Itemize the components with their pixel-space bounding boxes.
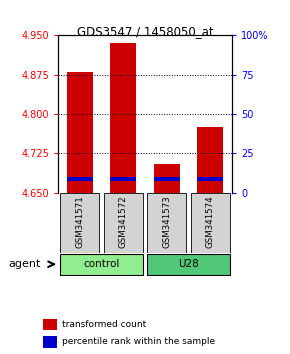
Text: transformed count: transformed count (62, 320, 146, 329)
Text: control: control (83, 259, 120, 269)
Bar (197, 177, 223, 181)
Bar (43, 319, 57, 330)
Bar (67, 177, 93, 181)
Bar (110, 43, 136, 193)
Bar (154, 164, 180, 193)
Text: GSM341572: GSM341572 (119, 195, 128, 248)
Text: GSM341573: GSM341573 (162, 195, 171, 248)
FancyBboxPatch shape (191, 193, 230, 253)
FancyBboxPatch shape (60, 193, 99, 253)
Text: GSM341574: GSM341574 (206, 195, 215, 248)
Bar (67, 72, 93, 193)
Text: GSM341571: GSM341571 (75, 195, 84, 248)
Text: GDS3547 / 1458050_at: GDS3547 / 1458050_at (77, 25, 213, 38)
Text: U28: U28 (178, 259, 199, 269)
Bar (197, 127, 223, 193)
FancyBboxPatch shape (147, 193, 186, 253)
Bar (43, 336, 57, 348)
Text: agent: agent (8, 259, 41, 269)
Bar (110, 177, 136, 181)
Text: percentile rank within the sample: percentile rank within the sample (62, 337, 215, 347)
FancyBboxPatch shape (104, 193, 143, 253)
Bar (154, 177, 180, 181)
FancyBboxPatch shape (60, 255, 143, 275)
FancyBboxPatch shape (147, 255, 230, 275)
